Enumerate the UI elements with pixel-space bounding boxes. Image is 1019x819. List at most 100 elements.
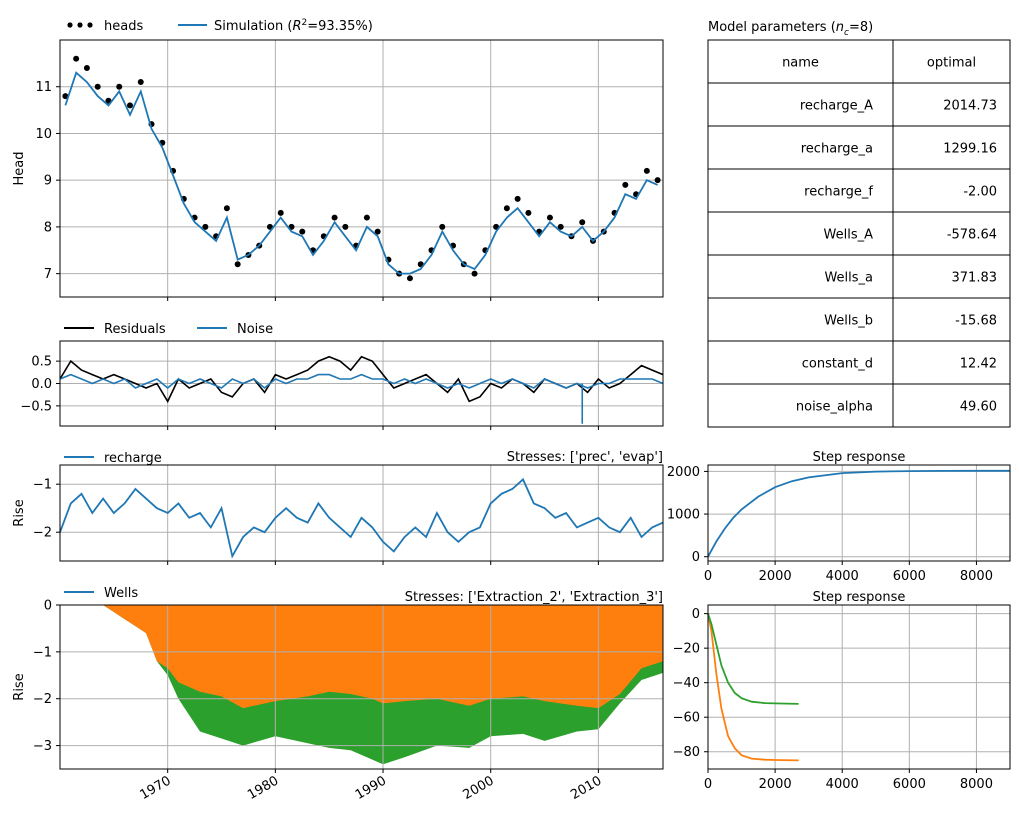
heads-point [363,214,370,221]
table-cell-name-3 [707,168,894,213]
head-ylabel: Head [12,152,27,186]
legend-residuals-label: Residuals [104,322,166,337]
table-row-name: noise_alpha [796,400,873,415]
legend-noise-label: Noise [237,322,273,337]
step-recharge-line [707,469,1010,558]
heads-point [503,205,510,212]
heads-point [331,214,338,221]
heads-point [234,261,241,268]
table-row-name: recharge_f [804,185,873,200]
heads-point [342,223,349,230]
table-row-value: 2014.73 [943,99,997,114]
heads-point [654,177,661,184]
heads-point [116,83,123,90]
step-recharge-title: Step response [813,450,906,465]
table-header-optimal: optimal [927,56,976,71]
legend-heads-marker [87,22,93,28]
step-wells-ytick-label-2: −40 [673,676,700,691]
head-frame [59,39,664,298]
table-row-value: 49.60 [960,400,997,415]
recharge-ytick-label-0: −2 [33,526,52,541]
table-row-name: Wells_A [824,228,874,243]
step-recharge-xtick-label-1: 2000 [759,569,792,584]
legend-heads-marker [77,22,83,28]
table-row-value: 12.42 [960,357,997,372]
residuals-ytick-label-2: 0.5 [31,355,52,370]
recharge-frame [59,464,664,562]
wells-ytick-label-1: −2 [33,692,52,707]
heads-point [299,228,306,235]
table-row-value: 1299.16 [943,142,997,157]
heads-point [514,195,521,202]
wells-xtick-label-2: 1990 [353,773,389,803]
heads-point [525,209,532,216]
table-cell-name-6 [707,297,894,342]
heads-point [137,79,144,86]
legend-heads-marker [67,22,73,28]
step-wells-xtick-label-1: 2000 [759,777,792,792]
step-wells-ytick-label-0: −80 [673,745,700,760]
step-recharge-frame [707,464,1011,562]
head-ytick-label-4: 11 [35,80,52,95]
wells-ytick-label-3: 0 [44,599,52,614]
heads-point [622,181,629,188]
legend-wells-label: Wells [104,586,138,601]
heads-point [277,209,284,216]
simulation-line [64,71,658,275]
step-wells-xtick-label-0: 0 [704,777,712,792]
residuals-line [59,355,664,404]
table-row-name: constant_d [802,357,873,372]
table-cell-name-4 [707,211,894,256]
wells-xtick-label-4: 2010 [568,773,604,803]
step-recharge-xtick-label-4: 8000 [960,569,993,584]
head-ytick-label-1: 8 [44,220,52,235]
table-cell-value-2 [892,125,1011,170]
step-recharge-xtick-label-3: 6000 [893,569,926,584]
table-header-name: name [782,56,819,71]
wells-xtick-label-0: 1970 [138,773,174,803]
step-recharge-xtick-label-0: 0 [704,569,712,584]
table-cell-value-1 [892,82,1011,127]
wells-orange-area [60,605,663,709]
step-wells-ytick-label-3: −20 [673,642,700,657]
heads-point [406,275,413,282]
table-row-name: recharge_A [800,99,873,114]
noise-line [59,373,664,390]
recharge-stresses-title: Stresses: ['prec', 'evap'] [507,450,663,465]
table-title: Model parameters (nc=8) [708,20,873,38]
step-wells-ytick-label-1: −60 [673,711,700,726]
step-wells-green-line [707,613,799,705]
heads-point [579,219,586,226]
recharge-ytick-label-1: −1 [33,478,52,493]
head-ytick-label-2: 9 [44,174,52,189]
head-ytick-label-0: 7 [44,267,52,282]
table-cell-value-5 [892,254,1011,299]
wells-frame [59,604,664,770]
recharge-ylabel: Rise [12,499,27,526]
step-recharge-ytick-label-1: 1000 [667,508,700,523]
residuals-ytick-label-0: −0.5 [20,399,52,414]
step-wells-xtick-label-2: 4000 [826,777,859,792]
legend-recharge-label: recharge [104,451,162,466]
heads-point [73,55,80,62]
wells-ylabel: Rise [12,673,27,700]
wells-xtick-label-1: 1980 [245,773,281,803]
heads-point [223,205,230,212]
table-cell-value-0 [892,39,1011,84]
table-cell-value-3 [892,168,1011,213]
wells-ytick-label-2: −1 [33,645,52,660]
step-recharge-xtick-label-2: 4000 [826,569,859,584]
table-cell-name-5 [707,254,894,299]
legend-simulation-label: Simulation (R2=93.35%) [214,18,373,34]
step-wells-title: Step response [813,590,906,605]
residuals-ytick-label-1: 0.0 [31,377,52,392]
step-wells-ytick-label-4: 0 [692,607,700,622]
table-row-value: -15.68 [955,314,997,329]
table-row-value: -2.00 [963,185,997,200]
heads-point [557,223,564,230]
table-row-name: Wells_a [824,271,873,286]
recharge-line [59,477,664,559]
table-cell-name-7 [707,340,894,385]
table-cell-value-8 [892,383,1011,428]
heads-point [126,102,133,109]
